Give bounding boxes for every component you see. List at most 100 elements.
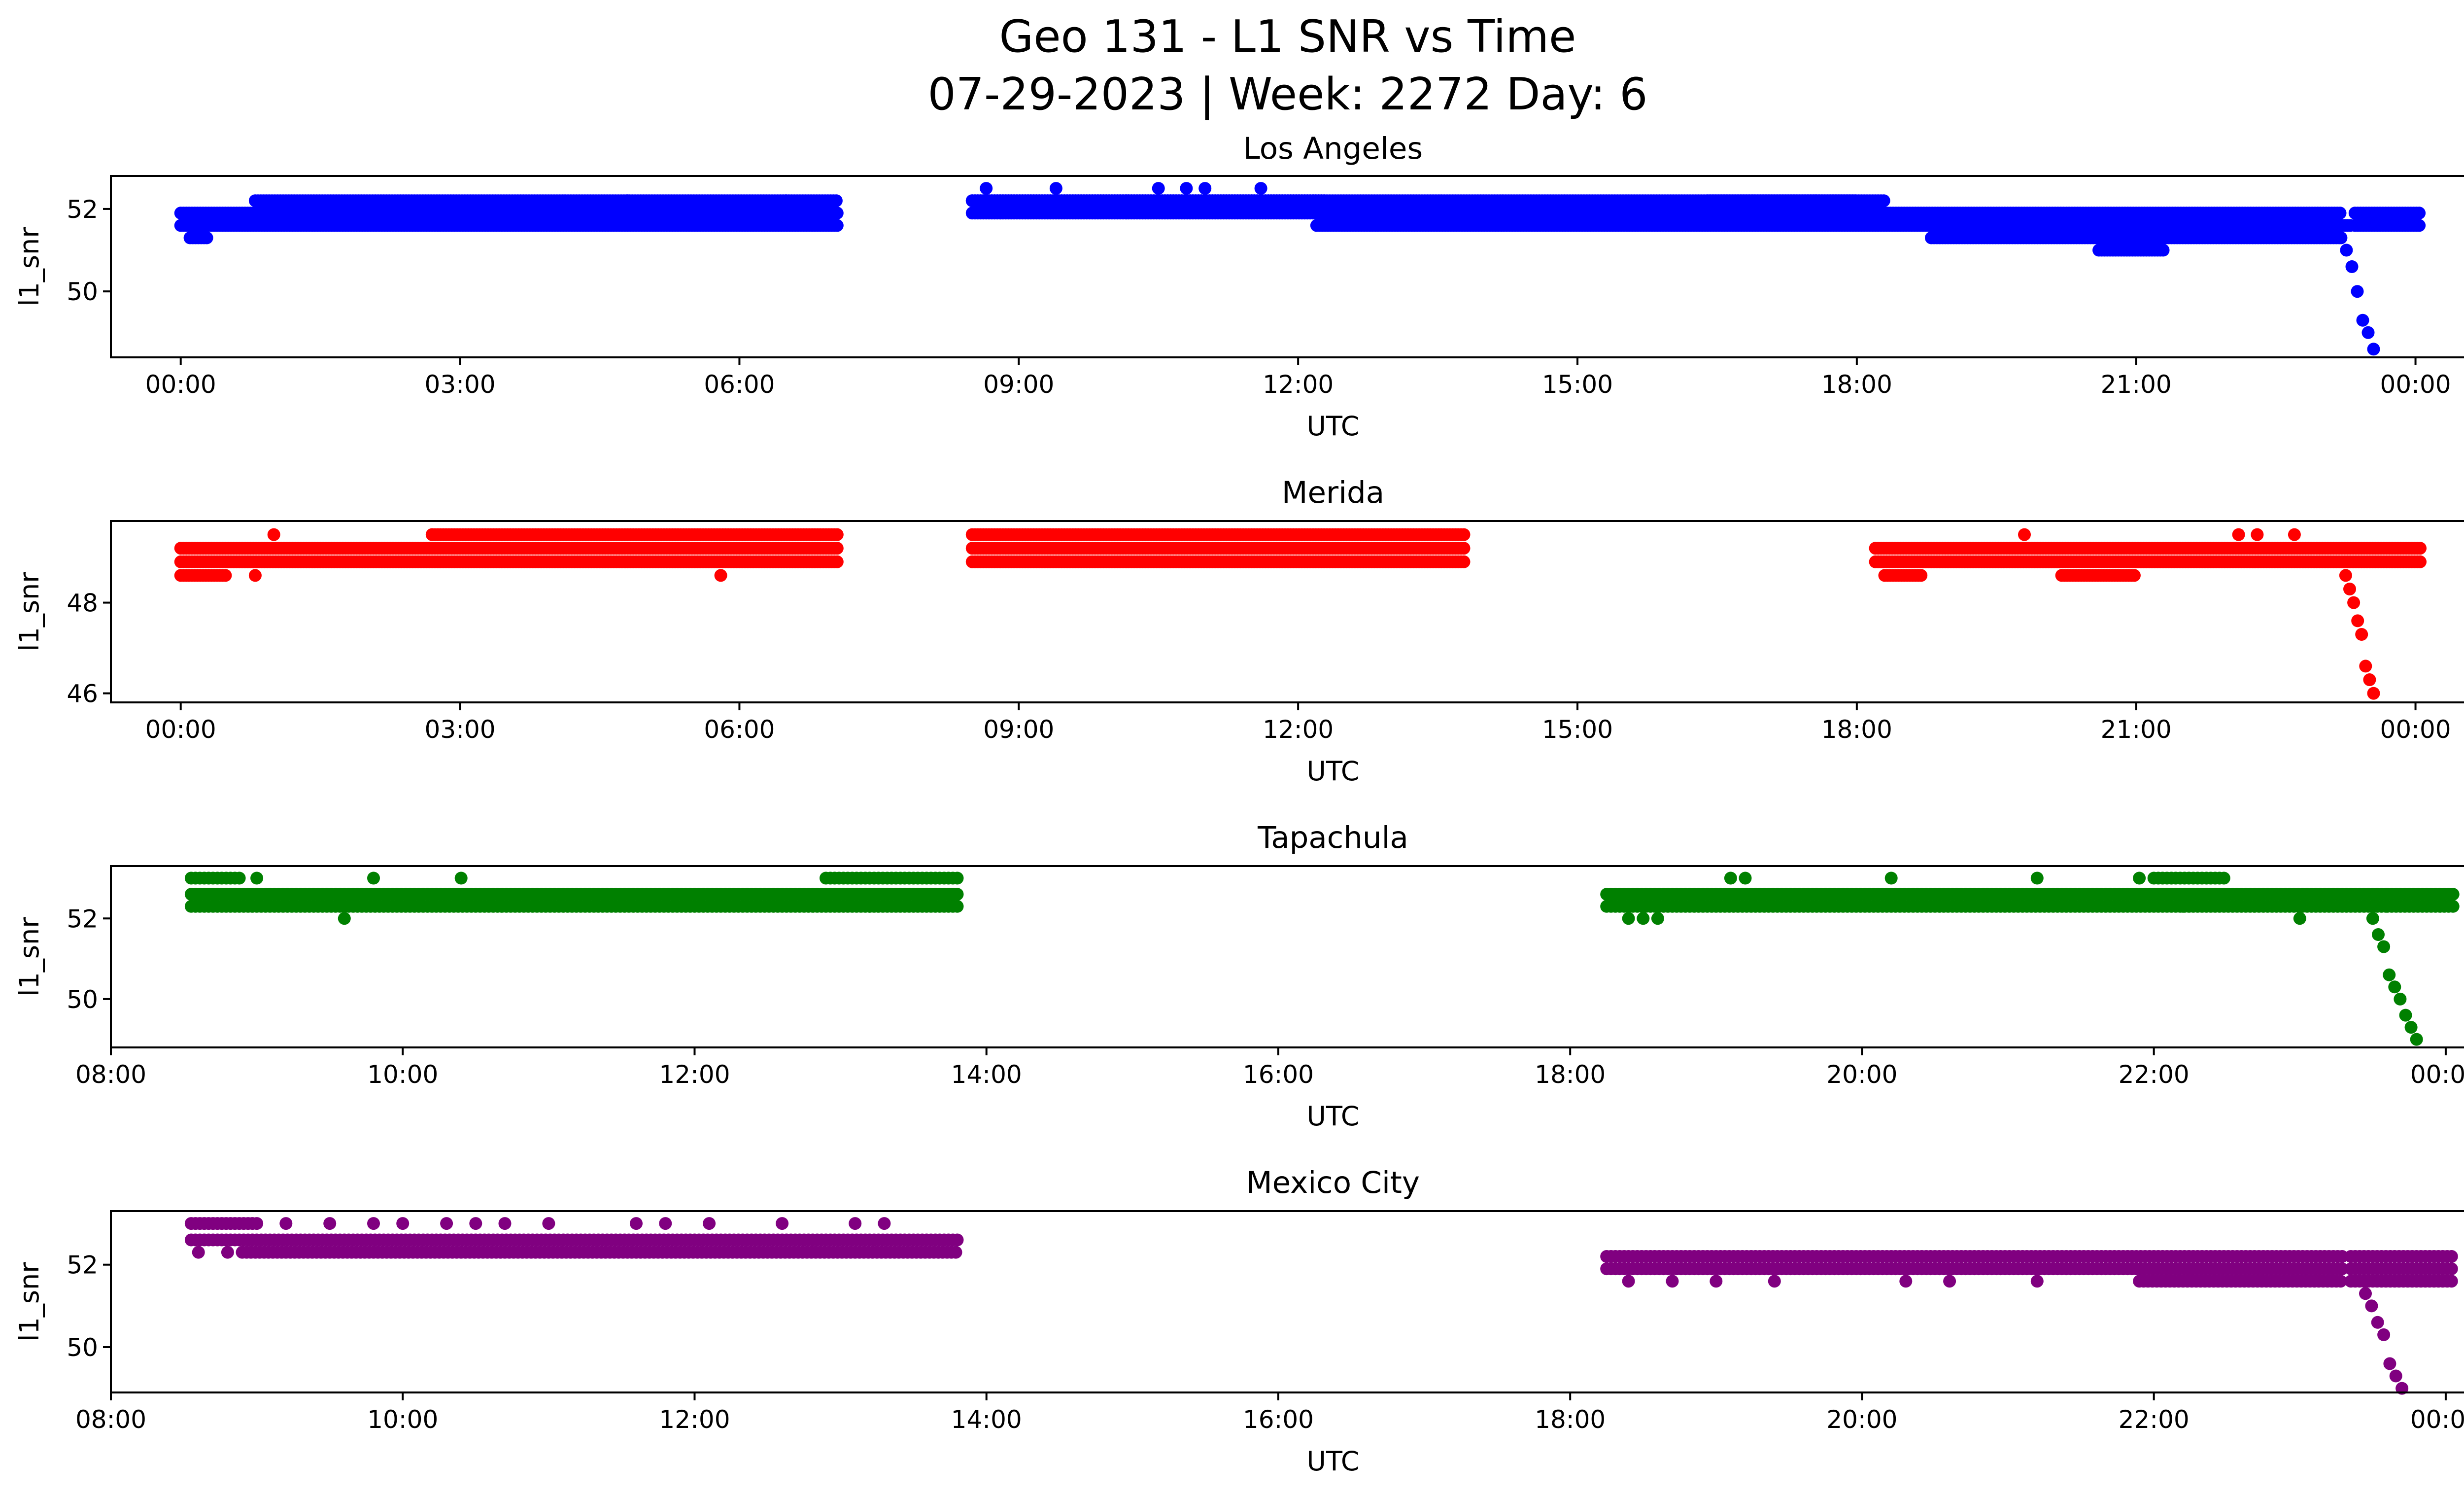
data-point bbox=[951, 871, 964, 885]
data-point bbox=[829, 194, 843, 208]
x-tick-label: 03:00 bbox=[425, 715, 496, 744]
x-tick-label: 06:00 bbox=[704, 715, 775, 744]
data-point bbox=[2339, 569, 2352, 582]
data-point bbox=[1915, 569, 1928, 582]
x-tick-label: 09:00 bbox=[983, 715, 1054, 744]
data-point bbox=[2367, 343, 2380, 356]
x-tick-label: 03:00 bbox=[425, 370, 496, 399]
figure-title-line2: 07-29-2023 | Week: 2272 Day: 6 bbox=[927, 69, 1647, 120]
x-tick-label: 14:00 bbox=[951, 1060, 1022, 1089]
data-point bbox=[200, 231, 213, 244]
y-axis-label: l1_snr bbox=[14, 917, 45, 997]
subplot-title: Mexico City bbox=[1246, 1165, 1420, 1200]
data-point bbox=[2366, 912, 2379, 925]
data-point bbox=[2334, 231, 2348, 244]
data-point bbox=[2288, 528, 2301, 541]
data-point bbox=[219, 569, 232, 582]
data-point bbox=[1739, 871, 1752, 885]
x-tick-label: 15:00 bbox=[1542, 370, 1613, 399]
x-tick-label: 00:00 bbox=[2380, 715, 2451, 744]
x-tick-label: 00:00 bbox=[145, 370, 216, 399]
data-point bbox=[830, 207, 844, 220]
plot-area bbox=[174, 182, 2426, 356]
x-tick-label: 00:00 bbox=[145, 715, 216, 744]
data-point bbox=[2399, 1008, 2412, 1022]
data-point bbox=[2359, 660, 2372, 673]
data-point bbox=[1152, 182, 1165, 195]
x-tick-label: 18:00 bbox=[1821, 715, 1892, 744]
data-point bbox=[621, 194, 634, 208]
data-point bbox=[1254, 182, 1267, 195]
data-point bbox=[2351, 614, 2364, 627]
subplot-title: Los Angeles bbox=[1243, 131, 1423, 166]
data-point bbox=[2446, 900, 2460, 913]
data-point bbox=[1457, 528, 1471, 541]
x-tick-label: 00:00 bbox=[2380, 370, 2451, 399]
data-point bbox=[830, 219, 844, 232]
x-tick-label: 09:00 bbox=[983, 370, 1054, 399]
data-point bbox=[951, 900, 964, 913]
y-tick-label: 46 bbox=[67, 680, 98, 708]
data-point bbox=[1651, 912, 1664, 925]
data-point bbox=[2394, 992, 2407, 1006]
data-point bbox=[2363, 673, 2376, 686]
data-point bbox=[250, 871, 264, 885]
x-tick-label: 10:00 bbox=[367, 1060, 438, 1089]
data-point bbox=[1049, 182, 1062, 195]
data-point bbox=[2355, 628, 2368, 641]
subplot-title: Merida bbox=[1282, 475, 1384, 510]
x-tick-label: 12:00 bbox=[1263, 715, 1334, 744]
x-axis-label: UTC bbox=[1306, 756, 1359, 787]
data-point bbox=[1622, 912, 1635, 925]
data-point bbox=[425, 528, 439, 541]
x-tick-label: 08:00 bbox=[75, 1060, 146, 1089]
data-point bbox=[2293, 912, 2306, 925]
y-tick-label: 50 bbox=[67, 985, 98, 1014]
data-point bbox=[2377, 940, 2391, 953]
data-point bbox=[314, 207, 327, 220]
x-tick-label: 06:00 bbox=[704, 370, 775, 399]
data-point bbox=[2127, 569, 2141, 582]
data-point bbox=[2018, 528, 2031, 541]
data-point bbox=[1318, 194, 1331, 208]
data-point bbox=[2446, 888, 2460, 901]
x-tick-label: 21:00 bbox=[2101, 370, 2172, 399]
data-point bbox=[2361, 326, 2375, 339]
data-point bbox=[2413, 207, 2426, 220]
x-tick-label: 12:00 bbox=[659, 1060, 730, 1089]
data-point bbox=[830, 542, 844, 555]
data-point bbox=[980, 182, 993, 195]
data-point bbox=[1198, 182, 1212, 195]
data-point bbox=[1457, 555, 1471, 568]
x-tick-label: 20:00 bbox=[1826, 1060, 1897, 1089]
y-axis-label: l1_snr bbox=[14, 227, 45, 307]
data-point bbox=[2030, 871, 2044, 885]
data-point bbox=[863, 900, 876, 913]
data-point bbox=[2133, 871, 2146, 885]
data-point bbox=[1884, 871, 1898, 885]
data-point bbox=[2414, 542, 2427, 555]
data-point bbox=[2388, 980, 2401, 994]
subplot-los-angeles: Los Angeles 00:00 03:00 06:00 09:00 12:00 15:… bbox=[14, 131, 2464, 442]
y-tick-label: 48 bbox=[67, 589, 98, 618]
data-point bbox=[2333, 207, 2347, 220]
data-point bbox=[367, 871, 380, 885]
data-point bbox=[267, 528, 280, 541]
data-point bbox=[2351, 285, 2364, 298]
data-point bbox=[454, 871, 468, 885]
data-point bbox=[1457, 542, 1471, 555]
x-tick-label: 18:00 bbox=[1535, 1060, 1606, 1089]
y-axis-label: l1_snr bbox=[14, 572, 45, 652]
data-point bbox=[2414, 555, 2427, 568]
data-point bbox=[1180, 182, 1193, 195]
x-axis-label: UTC bbox=[1306, 1101, 1359, 1132]
x-axis-label: UTC bbox=[1306, 411, 1359, 442]
data-point bbox=[951, 888, 964, 901]
data-point bbox=[2217, 871, 2230, 885]
x-tick-label: 00:00 bbox=[2410, 1060, 2464, 1089]
x-tick-label: 21:00 bbox=[2101, 715, 2172, 744]
data-point bbox=[2404, 1021, 2418, 1034]
data-point bbox=[2340, 243, 2353, 257]
data-point bbox=[233, 871, 246, 885]
